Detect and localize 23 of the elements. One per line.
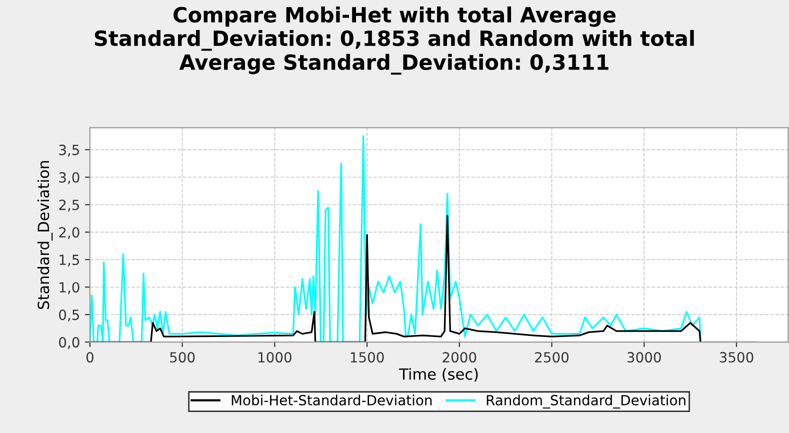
x-tick-label: 3500 [720,352,754,363]
x-axis-title: Time (sec) [399,368,478,382]
x-tick-label: 3000 [628,352,661,363]
line-series [90,135,756,342]
x-tick-label: 2000 [442,352,476,363]
y-tick-label: 0,0 [59,337,80,349]
chart-title: Compare Mobi-Het with total Average Standard_Deviation: 0,1853 and Random with total Average Standard_Deviation: 0,3111 [94,6,694,75]
x-tick-label: 500 [170,352,195,363]
x-tick-label: 2500 [535,352,569,363]
y-tick-label: 1,5 [60,254,80,267]
x-tick-label: 0 [86,352,94,363]
legend-label: Mobi-Het-Standard-Deviation [232,394,432,406]
y-tick-label: 0,5 [59,310,80,322]
y-axis-title: Standard_Deviation [37,161,53,310]
y-tick-label: 2,0 [59,227,80,240]
y-tick-label: 2,5 [59,200,80,212]
x-tick-label: 1500 [350,352,384,363]
line-series [90,214,702,342]
y-tick-label: 1,0 [60,282,80,294]
legend-label: Random_Standard_Deviation [486,394,686,408]
x-tick-label: 1000 [258,352,292,363]
y-tick-label: 3,0 [59,172,80,184]
y-tick-label: 3,5 [59,144,80,157]
